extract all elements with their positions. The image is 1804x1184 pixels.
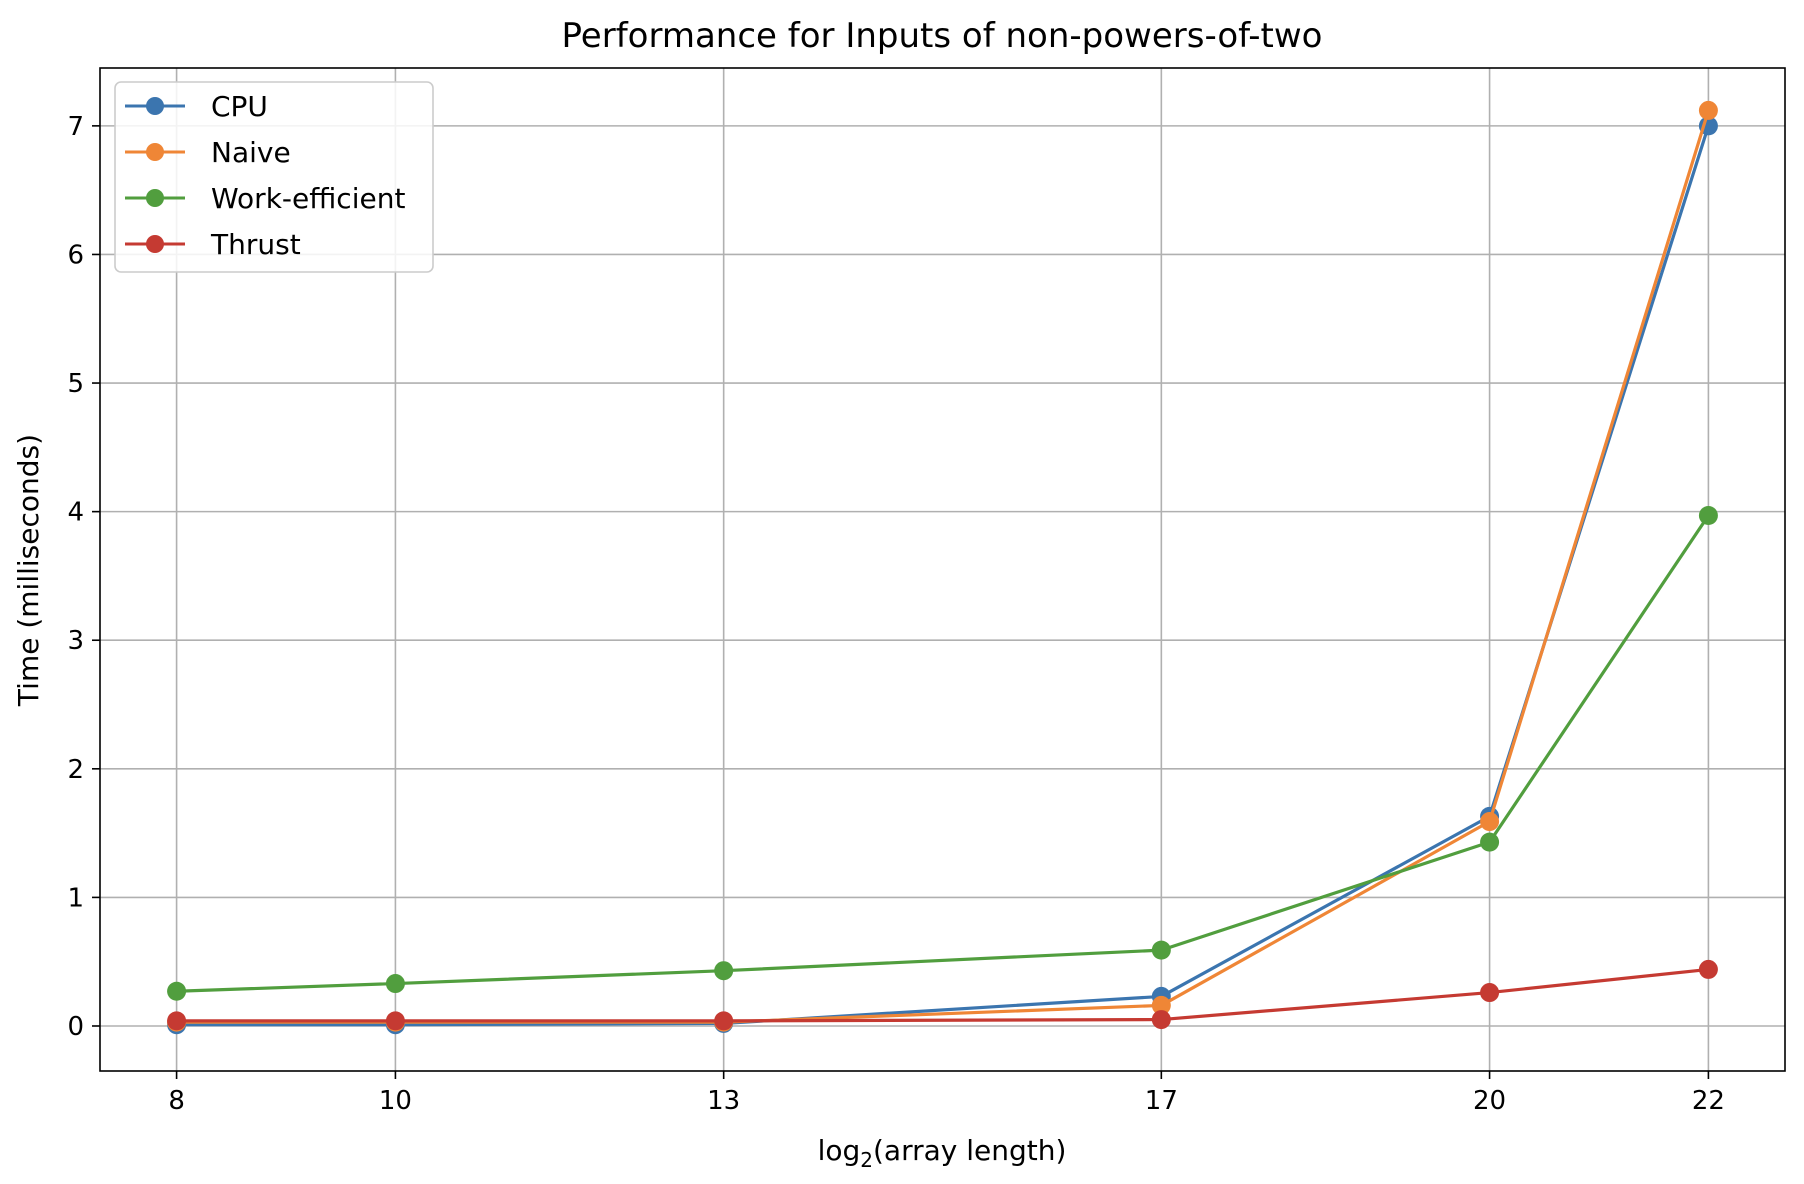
x-axis-label: log2(array length) [818, 1134, 1067, 1172]
axis-ticks: 8 10 13 17 20 22 0 1 2 3 4 5 6 7 [67, 112, 1725, 1116]
x-tick-label: 17 [1145, 1086, 1178, 1116]
y-axis-label: Time (milliseconds) [12, 434, 45, 707]
y-tick-label: 6 [67, 240, 84, 270]
series-thrust [167, 959, 1718, 1031]
y-tick-label: 3 [67, 626, 84, 656]
x-tick-label: 10 [379, 1086, 412, 1116]
legend: CPU Naive Work-efficient Thrust [114, 81, 434, 273]
legend-label-cpu: CPU [211, 90, 268, 123]
legend-entry-naive: Naive [125, 136, 291, 169]
x-axis-label-log: log [818, 1134, 861, 1167]
x-tick-label: 20 [1473, 1086, 1506, 1116]
legend-marker-thrust [146, 235, 164, 253]
x-axis-label-subscript: 2 [860, 1148, 873, 1172]
data-point-thrust [385, 1011, 405, 1031]
legend-entry-work-efficient: Work-efficient [125, 182, 405, 215]
chart-title: Performance for Inputs of non-powers-of-… [562, 16, 1323, 56]
legend-marker-work-efficient [146, 189, 164, 207]
x-tick-label: 22 [1692, 1086, 1725, 1116]
legend-entry-cpu: CPU [125, 90, 268, 123]
legend-entry-thrust: Thrust [125, 228, 301, 261]
data-point-naive [1151, 995, 1171, 1015]
data-point-work-efficient [1698, 505, 1718, 525]
series-line-thrust [176, 967, 1709, 1023]
series-line-work-efficient [176, 514, 1710, 993]
grid [100, 68, 1785, 1071]
data-point-work-efficient [167, 981, 187, 1001]
data-point-work-efficient [714, 961, 734, 981]
y-tick-label: 1 [67, 883, 84, 913]
x-tick-label: 8 [168, 1086, 185, 1116]
data-point-thrust [1151, 1010, 1171, 1030]
plot-area-frame [99, 67, 1786, 1072]
series-work-efficient [167, 505, 1718, 1001]
legend-box [114, 81, 434, 273]
y-tick-label: 0 [67, 1012, 84, 1042]
legend-marker-cpu [146, 97, 164, 115]
y-tick-label: 2 [67, 755, 84, 785]
x-tick-label: 13 [707, 1086, 740, 1116]
legend-label-naive: Naive [211, 136, 291, 169]
y-tick-label: 7 [67, 112, 84, 142]
data-point-thrust [167, 1011, 187, 1031]
data-point-thrust [1698, 959, 1718, 979]
x-axis-label-rest: (array length) [873, 1134, 1066, 1167]
data-point-naive [1480, 812, 1500, 832]
series-layer [167, 100, 1718, 1035]
legend-label-thrust: Thrust [210, 228, 301, 261]
legend-label-work-efficient: Work-efficient [211, 182, 405, 215]
y-tick-label: 4 [67, 498, 84, 528]
data-point-thrust [1480, 983, 1500, 1003]
data-point-work-efficient [385, 974, 405, 994]
data-point-work-efficient [1151, 940, 1171, 960]
data-point-naive [1698, 100, 1718, 120]
legend-marker-naive [146, 143, 164, 161]
y-tick-label: 5 [67, 369, 84, 399]
data-point-work-efficient [1480, 832, 1500, 852]
data-point-thrust [714, 1011, 734, 1031]
